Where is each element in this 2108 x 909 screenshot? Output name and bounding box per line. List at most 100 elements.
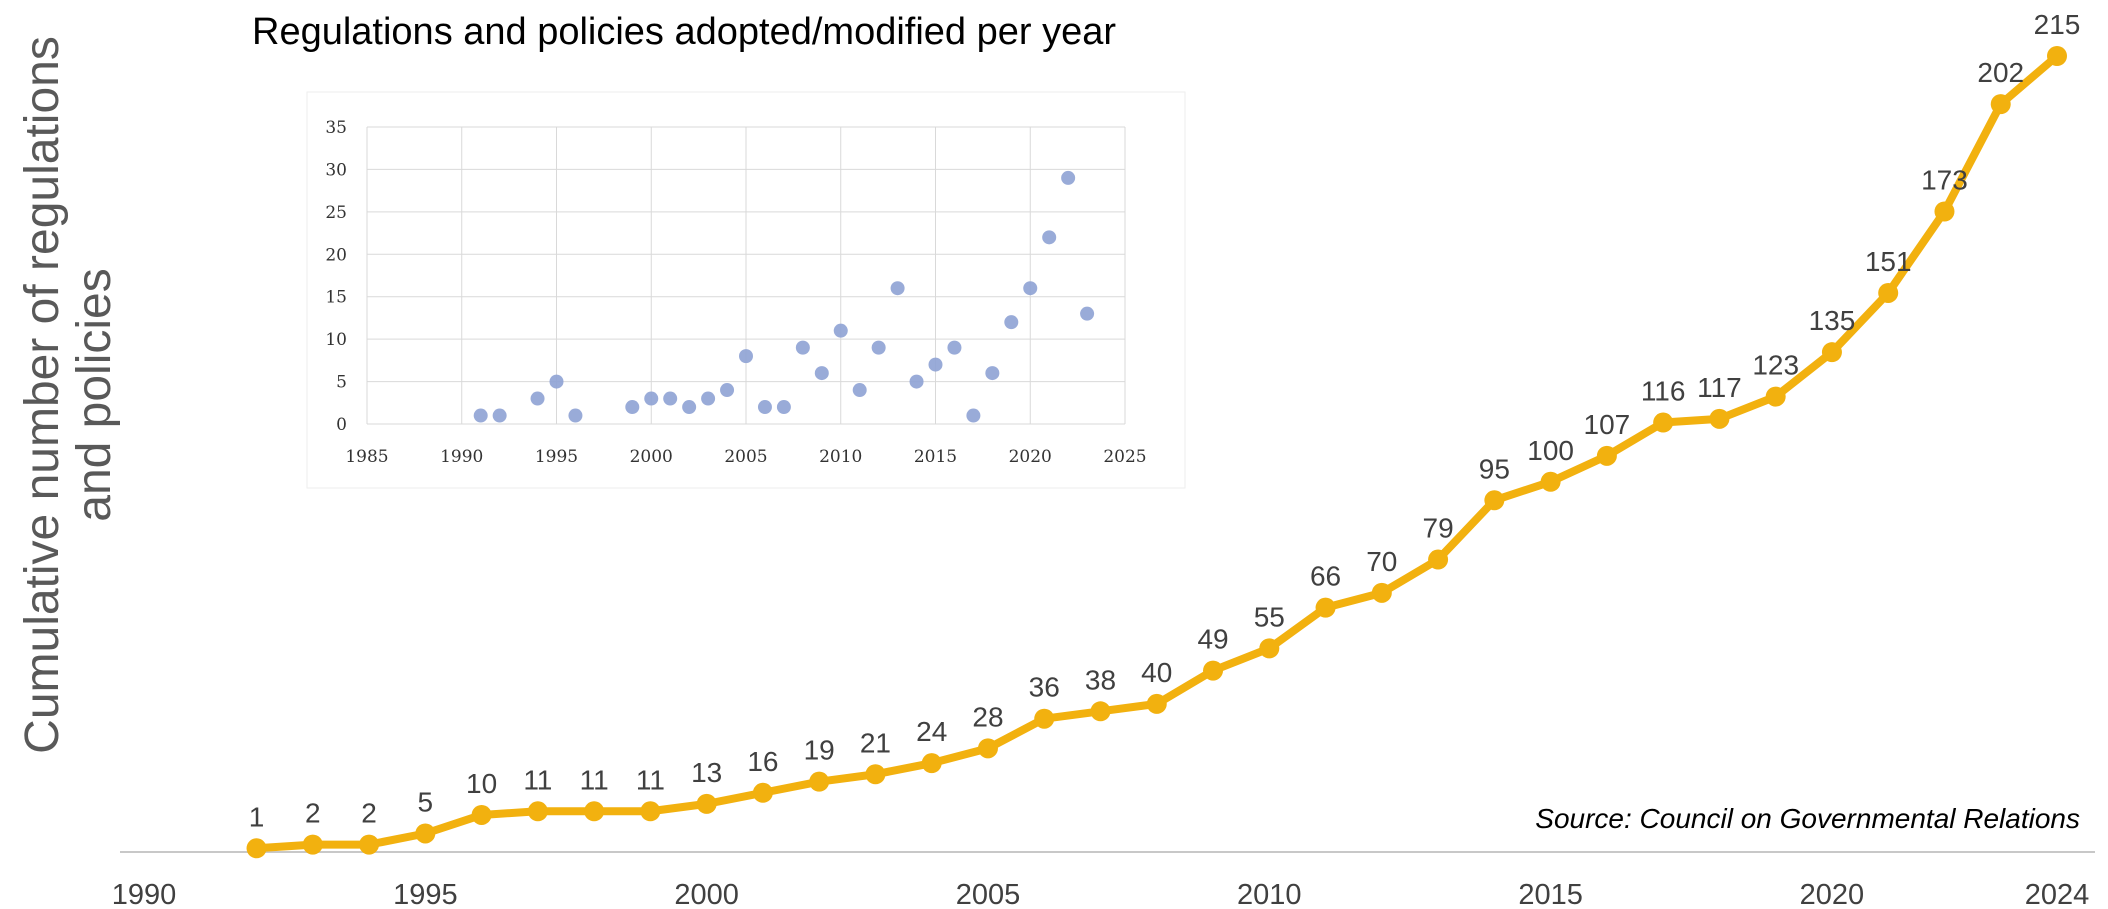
data-label: 107 [1584,409,1631,440]
inset-y-tick-label: 15 [325,288,347,308]
inset-x-tick-label: 2020 [1009,447,1052,467]
inset-data-point [682,400,697,415]
data-label: 66 [1310,561,1341,592]
data-label: 28 [972,701,1003,732]
inset-data-point [473,408,488,423]
inset-data-point [644,391,659,406]
x-tick-label: 2020 [1800,879,1865,909]
inset-x-axis-ticks: 1985 1990 1995 2000 2005 2010 2015 2020 2025 [345,447,1146,467]
data-label: 95 [1479,453,1510,484]
inset-gridlines [366,126,1126,425]
data-label: 2 [361,798,377,829]
data-label: 5 [418,786,434,817]
inset-data-point [739,349,753,364]
inset-y-tick-label: 0 [336,415,347,435]
data-label: 19 [804,735,835,766]
inset-data-point [720,383,735,398]
data-label: 10 [466,768,497,799]
data-label: 135 [1809,305,1856,336]
data-point [752,782,773,803]
data-label: 151 [1865,246,1912,277]
data-point [359,834,380,855]
data-point [1540,471,1561,492]
inset-data-point [549,374,564,389]
data-point [527,801,548,822]
data-label: 38 [1085,664,1116,695]
inset-data-point [568,408,583,423]
inset-data-point [833,323,848,338]
data-point [471,804,492,825]
data-label: 70 [1366,546,1397,577]
data-label: 1 [249,801,265,832]
inset-data-point [492,408,507,423]
inset-y-tick-label: 20 [325,245,347,265]
inset-data-point [909,374,924,389]
inset-data-point [814,366,829,381]
inset-data-point [1004,315,1019,330]
inset-y-tick-label: 10 [325,330,347,350]
inset-data-point [852,383,867,398]
data-point [1821,342,1842,363]
data-point [1371,582,1392,603]
x-tick-label: 2005 [956,879,1021,909]
inset-data-point [1042,230,1057,245]
data-point [1765,386,1786,407]
data-label: 13 [691,757,722,788]
data-label: 36 [1029,672,1060,703]
y-axis-label-line-1: Cumulative number of regulations [16,36,69,754]
inset-x-tick-label: 1985 [345,447,388,467]
data-label: 11 [523,764,552,795]
data-point [1259,638,1280,659]
data-point [865,764,886,785]
inset-data-point [947,340,962,355]
data-point [1428,549,1449,570]
inset-data-point [701,391,716,406]
inset-scatter-points [473,170,1095,423]
data-label: 173 [1921,164,1968,195]
inset-y-tick-label: 35 [325,118,347,138]
x-tick-label: 2024 [2025,879,2090,909]
inset-data-point [795,340,810,355]
inset-data-point [890,281,905,296]
data-label: 49 [1197,624,1228,655]
data-point [696,793,717,814]
data-point [977,738,998,759]
data-point [1709,408,1730,429]
inset-data-point [663,391,678,406]
inset-x-tick-label: 2010 [819,447,862,467]
y-axis-label: Cumulative number of regulations and pol… [16,36,121,754]
data-point [1034,708,1055,729]
inset-x-tick-label: 2015 [914,447,957,467]
inset-x-tick-label: 2025 [1103,447,1146,467]
data-label: 116 [1641,376,1686,407]
data-label: 79 [1423,513,1454,544]
inset-data-point [928,357,943,372]
data-label: 40 [1141,657,1172,688]
inset-data-point [1061,170,1076,185]
inset-y-tick-label: 5 [336,373,347,393]
inset-y-tick-label: 25 [325,203,347,223]
data-label: 215 [2034,9,2081,40]
inset-x-tick-label: 1995 [535,447,578,467]
data-point [1090,701,1111,722]
data-label: 11 [636,764,665,795]
data-label: 24 [916,716,947,747]
data-point [1146,693,1167,714]
inset-chart-title: Regulations and policies adopted/modifie… [252,11,1116,53]
data-point [1484,490,1505,511]
data-point [1596,445,1617,466]
inset-data-point [985,366,1000,381]
data-point [809,771,830,792]
data-point [1990,94,2011,115]
inset-data-point [530,391,545,406]
data-point [1878,282,1899,303]
x-axis-ticks: 1990 1995 2000 2005 2010 2015 2020 2024 [112,879,2090,909]
data-point [415,823,436,844]
cumulative-series [246,46,2067,859]
inset-y-axis-ticks: 0 5 10 15 20 25 30 35 [325,118,347,435]
data-point [1653,412,1674,433]
source-note: Source: Council on Governmental Relation… [1535,803,2080,834]
y-axis-label-line-2: and policies [68,268,121,522]
